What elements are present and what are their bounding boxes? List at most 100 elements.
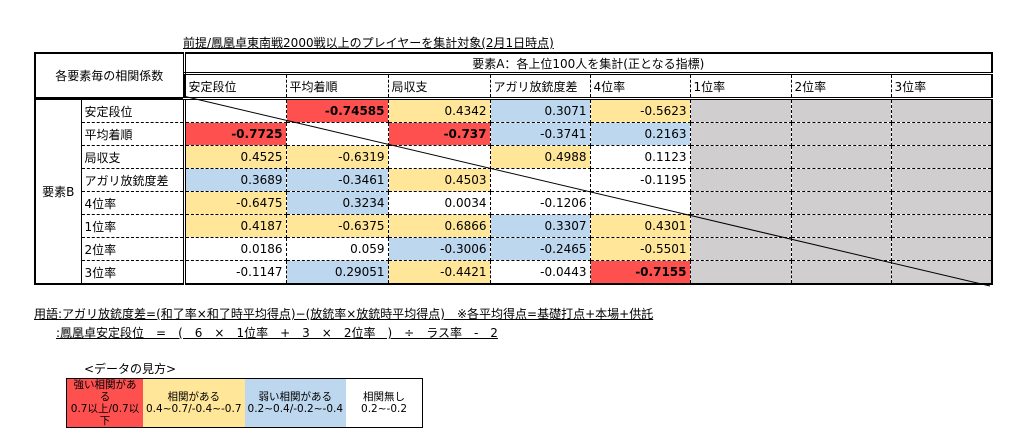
column-header: 2位率 (790, 73, 892, 100)
column-header: 1位率 (689, 73, 792, 100)
correlation-cell (689, 191, 792, 215)
correlation-cell: -0.6319 (285, 145, 389, 169)
element-b-label: 要素B (34, 98, 82, 285)
correlation-cell: -0.737 (387, 122, 491, 146)
correlation-cell (790, 168, 892, 192)
correlation-cell: -0.3006 (387, 237, 491, 261)
correlation-cell (890, 191, 993, 215)
correlation-cell (689, 98, 792, 123)
page-title: 前提/鳳凰卓東南戦2000戦以上のプレイヤーを集計対象(2月1日時点) (183, 36, 554, 50)
legend-title: 弱い相関がある (258, 391, 333, 403)
correlation-cell (790, 214, 892, 238)
correlation-cell: 0.3689 (183, 168, 287, 192)
correlation-cell: -0.1206 (489, 191, 591, 215)
corner-label: 各要素毎の相関係数 (34, 52, 186, 100)
correlation-table: 各要素毎の相関係数 要素A：各上位100人を集計(正となる指標) 安定段位 平均着… (34, 52, 993, 285)
correlation-cell: -0.2465 (489, 237, 591, 261)
correlation-cell: -0.3741 (489, 122, 591, 146)
correlation-cell: -0.6375 (285, 214, 389, 238)
legend-item: 弱い相関がある 0.2~0.4/-0.2~-0.4 (244, 378, 347, 428)
row-label: 4位率 (80, 191, 186, 215)
correlation-cell: 0.3307 (489, 214, 591, 238)
correlation-cell (790, 260, 892, 285)
correlation-cell: -0.5623 (589, 98, 691, 123)
correlation-cell (790, 122, 892, 146)
correlation-cell: -0.4421 (387, 260, 491, 285)
correlation-cell: 0.2163 (589, 122, 691, 146)
correlation-cell (890, 260, 993, 285)
correlation-cell (285, 122, 389, 146)
correlation-cell: -0.1147 (183, 260, 287, 285)
correlation-cell: 0.4187 (183, 214, 287, 238)
correlation-cell: 0.4301 (589, 214, 691, 238)
correlation-cell: 0.0034 (387, 191, 491, 215)
legend-range: 0.4~0.7/-0.4~-0.7 (146, 403, 242, 415)
legend-title: 相関がある (167, 391, 221, 403)
correlation-cell: -0.6475 (183, 191, 287, 215)
table-row: 平均着順 -0.7725 -0.737 -0.3741 0.2163 (35, 122, 993, 146)
correlation-cell: 0.0186 (183, 237, 287, 261)
correlation-cell: -0.7725 (183, 122, 287, 146)
correlation-cell (489, 168, 591, 192)
correlation-cell: 0.1123 (589, 145, 691, 169)
row-label: 局収支 (80, 145, 186, 169)
column-header: 平均着順 (285, 73, 389, 100)
correlation-cell (790, 98, 892, 123)
legend-title: 強い相関がある (73, 379, 137, 403)
legend-title: 相関無し (363, 391, 406, 403)
correlation-cell: 0.059 (285, 237, 389, 261)
correlation-cell: -0.5501 (589, 237, 691, 261)
correlation-cell (689, 145, 792, 169)
table-row: 1位率 0.4187 -0.6375 0.6866 0.3307 0.4301 (35, 214, 993, 238)
correlation-cell: -0.74585 (285, 98, 389, 123)
row-label: アガリ放銃度差 (80, 168, 186, 192)
legend-item: 相関無し 0.2~-0.2 (346, 378, 423, 428)
column-header: 3位率 (890, 73, 993, 100)
correlation-cell (790, 191, 892, 215)
correlation-cell: -0.7155 (589, 260, 691, 285)
correlation-cell (183, 98, 287, 123)
legend-range: 0.2~0.4/-0.2~-0.4 (247, 403, 344, 415)
correlation-cell (890, 122, 993, 146)
table-row: 局収支 0.4525 -0.6319 0.4988 0.1123 (35, 145, 993, 169)
correlation-cell (689, 237, 792, 261)
term-note: 用語:アガリ放銃度差=(和了率×和了時平均得点)−(放銃率×放銃時平均得点) ※… (34, 307, 654, 321)
correlation-cell (689, 168, 792, 192)
correlation-cell (790, 237, 892, 261)
column-header: 4位率 (589, 73, 691, 100)
correlation-cell: 0.29051 (285, 260, 389, 285)
correlation-cell (689, 214, 792, 238)
correlation-cell: 0.4503 (387, 168, 491, 192)
correlation-cell (387, 145, 491, 169)
row-label: 2位率 (80, 237, 186, 261)
correlation-cell: -0.0443 (489, 260, 591, 285)
correlation-cell: -0.3461 (285, 168, 389, 192)
legend-table: 強い相関がある 0.7以上/0.7以下 相関がある 0.4~0.7/-0.4~-0.7… (66, 378, 424, 428)
row-label: 1位率 (80, 214, 186, 238)
table-row: 2位率 0.0186 0.059 -0.3006 -0.2465 -0.5501 (35, 237, 993, 261)
correlation-cell (890, 214, 993, 238)
row-label: 3位率 (80, 260, 186, 285)
correlation-cell: 0.6866 (387, 214, 491, 238)
table-row: 要素B 安定段位 -0.74585 0.4342 0.3071 -0.5623 (34, 98, 993, 285)
correlation-cell (689, 260, 792, 285)
column-header: アガリ放銃度差 (489, 73, 591, 100)
correlation-cell: 0.4342 (387, 98, 491, 123)
correlation-cell: 0.3234 (285, 191, 389, 215)
correlation-cell: 0.4525 (183, 145, 287, 169)
element-a-header: 要素A：各上位100人を集計(正となる指標) (182, 52, 993, 75)
column-header: 安定段位 (183, 73, 287, 100)
table-row: 3位率 -0.1147 0.29051 -0.4421 -0.0443 -0.7155 (35, 260, 993, 285)
correlation-cell (890, 237, 993, 261)
column-header: 局収支 (387, 73, 491, 100)
correlation-cell (890, 145, 993, 169)
correlation-cell (589, 191, 691, 215)
correlation-cell (890, 98, 993, 123)
correlation-cell (890, 168, 993, 192)
formula-note: :鳳凰卓安定段位 = ( 6 × 1位率 + 3 × 2位率 ) ÷ ラス率 -… (56, 326, 498, 340)
table-row: 4位率 -0.6475 0.3234 0.0034 -0.1206 (35, 191, 993, 215)
correlation-cell (790, 145, 892, 169)
correlation-cell: 0.4988 (489, 145, 591, 169)
legend-item: 相関がある 0.4~0.7/-0.4~-0.7 (143, 378, 245, 428)
correlation-cell: -0.1195 (589, 168, 691, 192)
